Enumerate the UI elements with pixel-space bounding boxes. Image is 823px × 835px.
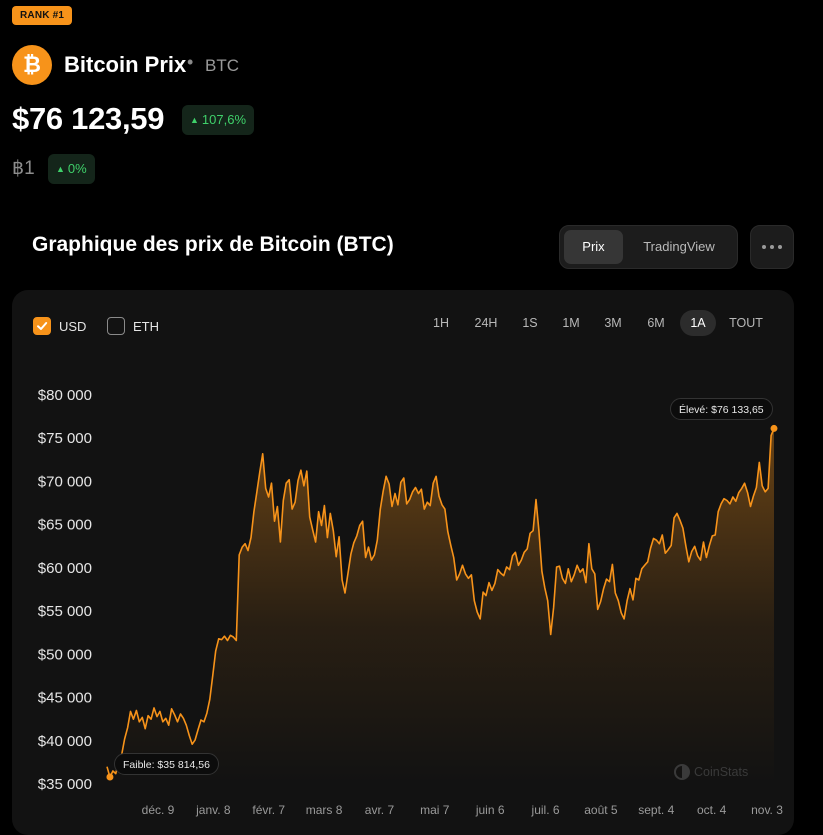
x-tick-label: févr. 7	[252, 803, 285, 817]
y-tick-label: $65 000	[38, 517, 92, 534]
range-tout[interactable]: TOUT	[729, 316, 763, 330]
low-tooltip: Faible: $35 814,56	[114, 753, 219, 775]
y-tick-label: $70 000	[38, 473, 92, 490]
check-icon	[37, 322, 48, 330]
currency-eth-label: ETH	[133, 318, 159, 334]
y-tick-label: $60 000	[38, 560, 92, 577]
x-tick-label: nov. 3	[751, 803, 783, 817]
currency-usd-toggle[interactable]: USD	[33, 317, 86, 335]
watermark-text: CoinStats	[694, 765, 749, 779]
x-tick-label: mars 8	[306, 803, 343, 817]
price-area	[107, 428, 774, 784]
tab-prix[interactable]: Prix	[564, 230, 623, 264]
y-tick-label: $45 000	[38, 690, 92, 707]
chart-title: Graphique des prix de Bitcoin (BTC)	[32, 233, 394, 256]
price-change-value: 107,6%	[201, 112, 247, 127]
view-toggle: Prix TradingView	[559, 225, 738, 269]
y-tick-label: $35 000	[38, 776, 92, 793]
x-tick-label: mai 7	[420, 803, 450, 817]
y-tick-label: $75 000	[38, 430, 92, 447]
x-tick-label: oct. 4	[697, 803, 727, 817]
name-separator: •	[187, 52, 194, 72]
chart-card: USD ETH 1H 24H 1S 1M 3M 6M 1A TOUT $35 0…	[12, 290, 794, 835]
y-axis: $35 000 $40 000 $45 000 $50 000 $55 000 $60 0…	[38, 387, 92, 793]
range-3m[interactable]: 3M	[604, 316, 622, 330]
btc-change-badge: ▲ 0%	[48, 154, 95, 184]
x-tick-label: juin 6	[475, 803, 505, 817]
watermark: CoinStats	[674, 764, 748, 780]
price-change-badge: ▲ 107,6%	[182, 105, 255, 135]
rank-badge: RANK #1	[12, 6, 73, 25]
price-line[interactable]	[106, 428, 775, 778]
coin-ticker: BTC	[205, 56, 239, 75]
y-tick-label: $80 000	[38, 387, 92, 404]
triangle-up-icon: ▲	[190, 115, 199, 125]
more-dots-icon[interactable]	[750, 225, 794, 269]
currency-eth-toggle[interactable]: ETH	[107, 317, 159, 335]
y-tick-label: $55 000	[38, 603, 92, 620]
checkbox-unchecked[interactable]	[107, 317, 125, 335]
coinstats-icon	[674, 764, 690, 780]
y-tick-label: $40 000	[38, 733, 92, 750]
range-6m[interactable]: 6M	[647, 316, 665, 330]
range-1a[interactable]: 1A	[680, 310, 716, 336]
tab-tradingview[interactable]: TradingView	[643, 239, 715, 254]
y-tick-label: $50 000	[38, 646, 92, 663]
low-point[interactable]	[106, 773, 114, 781]
btc-amount: ฿1	[12, 158, 35, 179]
price-chart: $35 000 $40 000 $45 000 $50 000 $55 000 $60 0…	[38, 387, 784, 817]
x-tick-label: sept. 4	[638, 803, 674, 817]
checkbox-checked[interactable]	[33, 317, 51, 335]
x-tick-label: janv. 8	[195, 803, 231, 817]
range-1s[interactable]: 1S	[522, 316, 538, 330]
range-24h[interactable]: 24H	[474, 316, 498, 330]
current-price: $76 123,59	[12, 101, 165, 136]
triangle-up-icon: ▲	[56, 164, 65, 174]
btc-change-value: 0%	[67, 161, 87, 176]
svg-text:₿: ₿	[23, 53, 41, 77]
x-tick-label: déc. 9	[142, 803, 175, 817]
range-1m[interactable]: 1M	[562, 316, 580, 330]
x-tick-label: août 5	[584, 803, 618, 817]
high-tooltip: Élevé: $76 133,65	[670, 398, 773, 420]
high-point[interactable]	[770, 424, 778, 432]
x-tick-label: avr. 7	[365, 803, 395, 817]
coin-name: Bitcoin Prix	[64, 52, 187, 77]
range-1h[interactable]: 1H	[433, 316, 449, 330]
bitcoin-icon: ₿	[12, 45, 52, 85]
x-axis: déc. 9 janv. 8 févr. 7 mars 8 avr. 7 mai 7 jui…	[142, 803, 784, 817]
x-tick-label: juil. 6	[531, 803, 560, 817]
bitcoin-symbol: ₿	[23, 53, 41, 77]
currency-usd-label: USD	[59, 318, 87, 334]
